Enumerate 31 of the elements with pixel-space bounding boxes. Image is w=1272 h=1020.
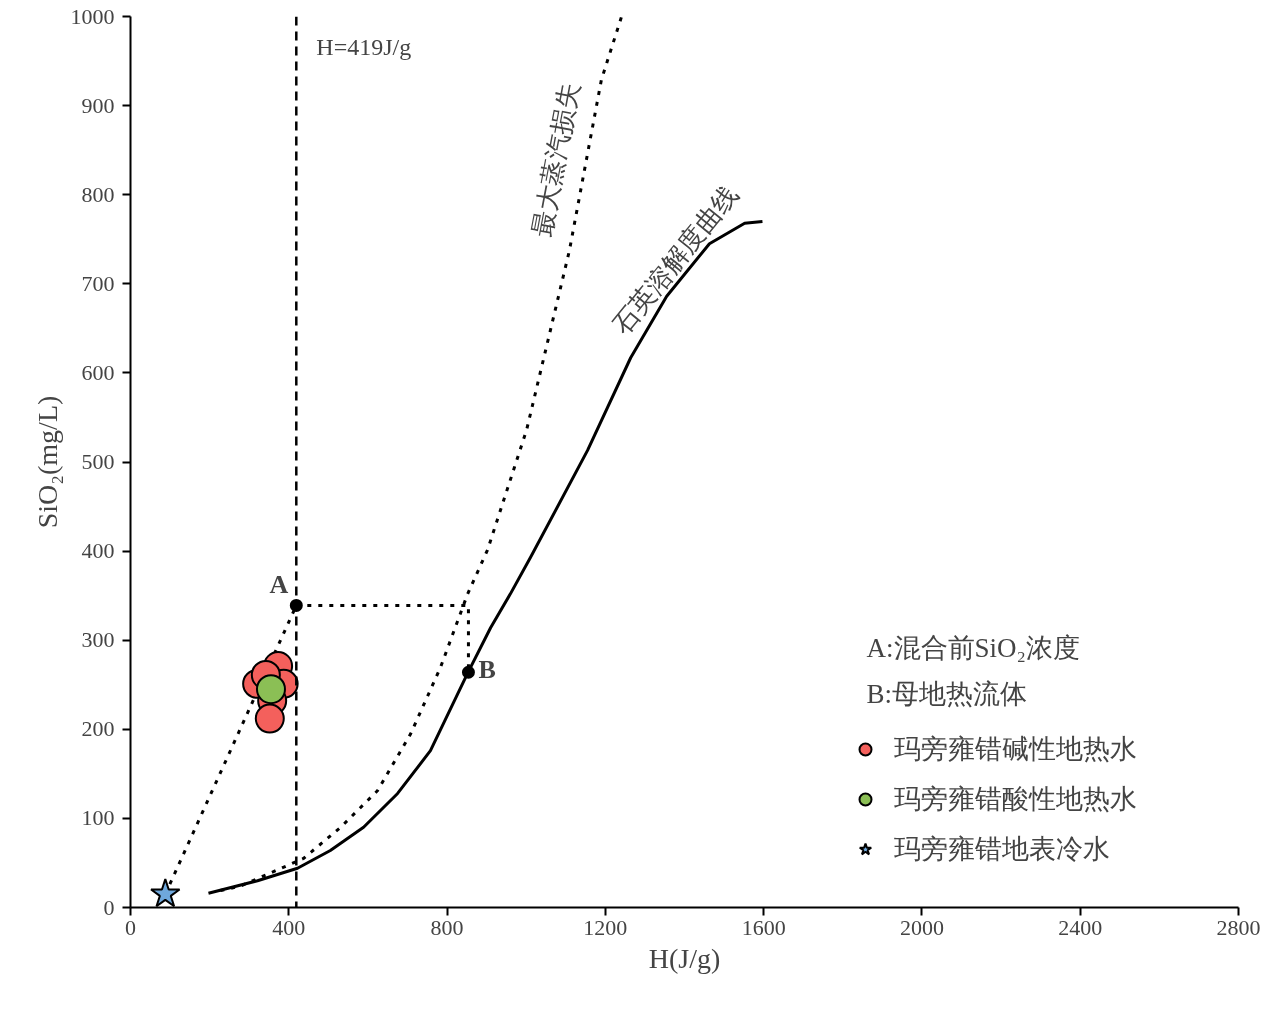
x-tick-label: 1200 (583, 914, 628, 940)
text: 石英溶解度曲线 (606, 180, 745, 340)
y-tick-label: 1000 (70, 3, 115, 29)
x-axis-title: H(J/g) (648, 942, 721, 974)
y-tick-label: 600 (81, 359, 115, 385)
x-tick-label: 1600 (741, 914, 786, 940)
x-tick-label: 0 (125, 914, 136, 940)
x-tick-label: 800 (430, 914, 464, 940)
annotation: B (478, 655, 496, 685)
y-tick-label: 0 (103, 894, 115, 920)
legend-label: 玛旁雍错酸性地热水 (894, 783, 1137, 816)
x-tick-label: 2000 (899, 914, 944, 940)
x-tick-label: 2800 (1216, 914, 1261, 940)
annotation: A:混合前SiO₂浓度 (866, 632, 1080, 663)
legend-label: 玛旁雍错地表冷水 (894, 833, 1110, 866)
y-tick-label: 300 (81, 627, 115, 653)
y-tick-label: 200 (81, 716, 115, 742)
y-tick-label: 100 (81, 805, 115, 831)
y-tick-label: 500 (81, 449, 115, 474)
text: 最大蒸汽损失 (527, 80, 585, 240)
y-tick-label: 700 (81, 270, 115, 296)
y-tick-label: 800 (81, 181, 115, 207)
annotation: A (269, 570, 289, 600)
x-tick-label: 400 (272, 914, 306, 940)
legend-label: 玛旁雍错碱性地热水 (894, 733, 1137, 766)
y-tick-label: 900 (81, 92, 115, 118)
y-axis-title: SiO₂(mg/L) (31, 395, 63, 529)
y-tick-label: 400 (81, 538, 115, 564)
ref-line-label: H=419J/g (316, 33, 412, 60)
x-tick-label: 2400 (1058, 914, 1103, 940)
annotation: B:母地热流体 (866, 678, 1028, 709)
